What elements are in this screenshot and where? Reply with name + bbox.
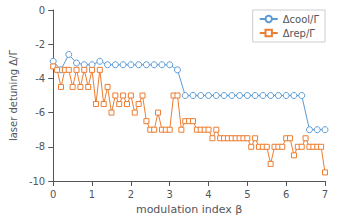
svg-text:-4: -4	[35, 73, 45, 84]
svg-text:-10: -10	[29, 176, 45, 187]
svg-text:laser detuning Δ/Γ: laser detuning Δ/Γ	[8, 50, 19, 142]
svg-text:5: 5	[244, 189, 250, 200]
svg-text:7: 7	[322, 189, 328, 200]
svg-text:Δrep/Γ: Δrep/Γ	[283, 28, 316, 39]
svg-text:-2: -2	[35, 39, 45, 50]
svg-text:-8: -8	[35, 141, 45, 152]
svg-text:Δcool/Γ: Δcool/Γ	[283, 14, 320, 25]
svg-text:6: 6	[283, 189, 289, 200]
svg-text:3: 3	[167, 189, 173, 200]
svg-text:0: 0	[39, 5, 45, 16]
svg-text:modulation index β: modulation index β	[136, 203, 242, 216]
svg-text:1: 1	[89, 189, 95, 200]
svg-text:4: 4	[205, 189, 211, 200]
svg-text:-6: -6	[35, 107, 45, 118]
svg-text:2: 2	[128, 189, 134, 200]
svg-text:0: 0	[50, 189, 56, 200]
